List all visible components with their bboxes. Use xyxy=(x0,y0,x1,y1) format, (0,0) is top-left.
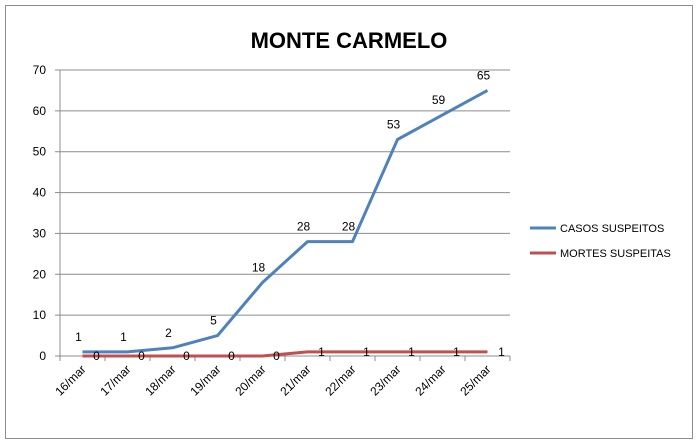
series-line-1 xyxy=(82,350,488,358)
x-tick-label: 24/mar xyxy=(412,362,448,398)
y-tick-label: 30 xyxy=(33,226,47,240)
x-tick-label: 25/mar xyxy=(457,362,493,398)
data-label: 1 xyxy=(363,345,370,359)
data-label: 1 xyxy=(453,345,460,359)
y-tick-labels: 0 10 20 30 40 50 60 70 xyxy=(33,63,47,363)
data-label: 0 xyxy=(138,349,145,363)
chart-frame xyxy=(5,5,693,439)
series-line-0 xyxy=(82,89,489,354)
x-tick-label: 23/mar xyxy=(367,362,403,398)
data-label: 1 xyxy=(120,330,127,344)
x-tick-label: 16/mar xyxy=(52,362,88,398)
y-tick-label: 50 xyxy=(33,145,47,159)
legend-label-0: CASOS SUSPEITOS xyxy=(560,223,664,235)
y-tick-label: 70 xyxy=(33,63,47,77)
legend-label-1: MORTES SUSPEITAS xyxy=(560,248,671,260)
x-tick-labels: 16/mar 17/mar 18/mar 19/mar 20/mar 21/mar 22/m… xyxy=(52,362,493,398)
data-label: 28 xyxy=(342,220,356,234)
data-label: 1 xyxy=(498,345,505,359)
x-tick-label: 20/mar xyxy=(232,362,268,398)
x-tick-label: 22/mar xyxy=(322,362,358,398)
y-tick-label: 0 xyxy=(39,349,46,363)
data-label: 53 xyxy=(387,117,401,131)
data-label: 0 xyxy=(93,349,100,363)
data-label: 2 xyxy=(165,326,172,340)
data-label: 0 xyxy=(228,349,235,363)
x-tick-label: 21/mar xyxy=(277,362,313,398)
y-tick-label: 40 xyxy=(33,186,47,200)
data-label: 65 xyxy=(477,68,491,82)
x-tick-label: 18/mar xyxy=(142,362,178,398)
data-label: 5 xyxy=(210,314,217,328)
data-label: 18 xyxy=(252,260,266,274)
data-label: 0 xyxy=(273,349,280,363)
series-lines xyxy=(82,89,489,358)
y-tick-label: 10 xyxy=(33,308,47,322)
data-label: 1 xyxy=(408,345,415,359)
data-label: 1 xyxy=(318,345,325,359)
x-tick-label: 17/mar xyxy=(97,362,133,398)
data-label: 1 xyxy=(75,330,82,344)
x-tick-label: 19/mar xyxy=(187,362,223,398)
y-tick-label: 20 xyxy=(33,267,47,281)
chart-title: MONTE CARMELO xyxy=(251,28,448,53)
gridlines xyxy=(60,69,510,316)
y-tick-label: 60 xyxy=(33,104,47,118)
legend: CASOS SUSPEITOS MORTES SUSPEITAS xyxy=(530,223,671,260)
data-label: 28 xyxy=(297,220,311,234)
data-label: 0 xyxy=(183,349,190,363)
data-label: 59 xyxy=(432,93,446,107)
